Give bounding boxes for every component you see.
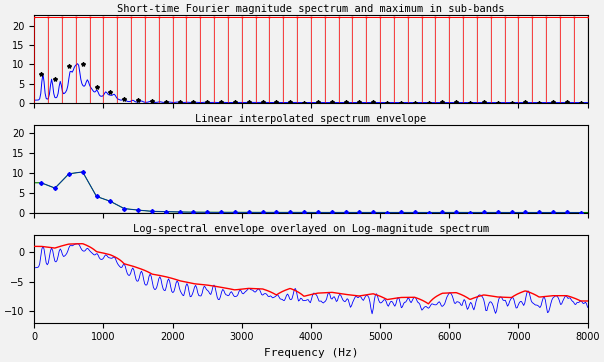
Title: Short-time Fourier magnitude spectrum and maximum in sub-bands: Short-time Fourier magnitude spectrum an…: [117, 4, 505, 14]
X-axis label: Frequency (Hz): Frequency (Hz): [264, 348, 358, 358]
Title: Log-spectral envelope overlayed on Log-magnitude spectrum: Log-spectral envelope overlayed on Log-m…: [133, 224, 489, 234]
Title: Linear interpolated spectrum envelope: Linear interpolated spectrum envelope: [195, 114, 426, 124]
